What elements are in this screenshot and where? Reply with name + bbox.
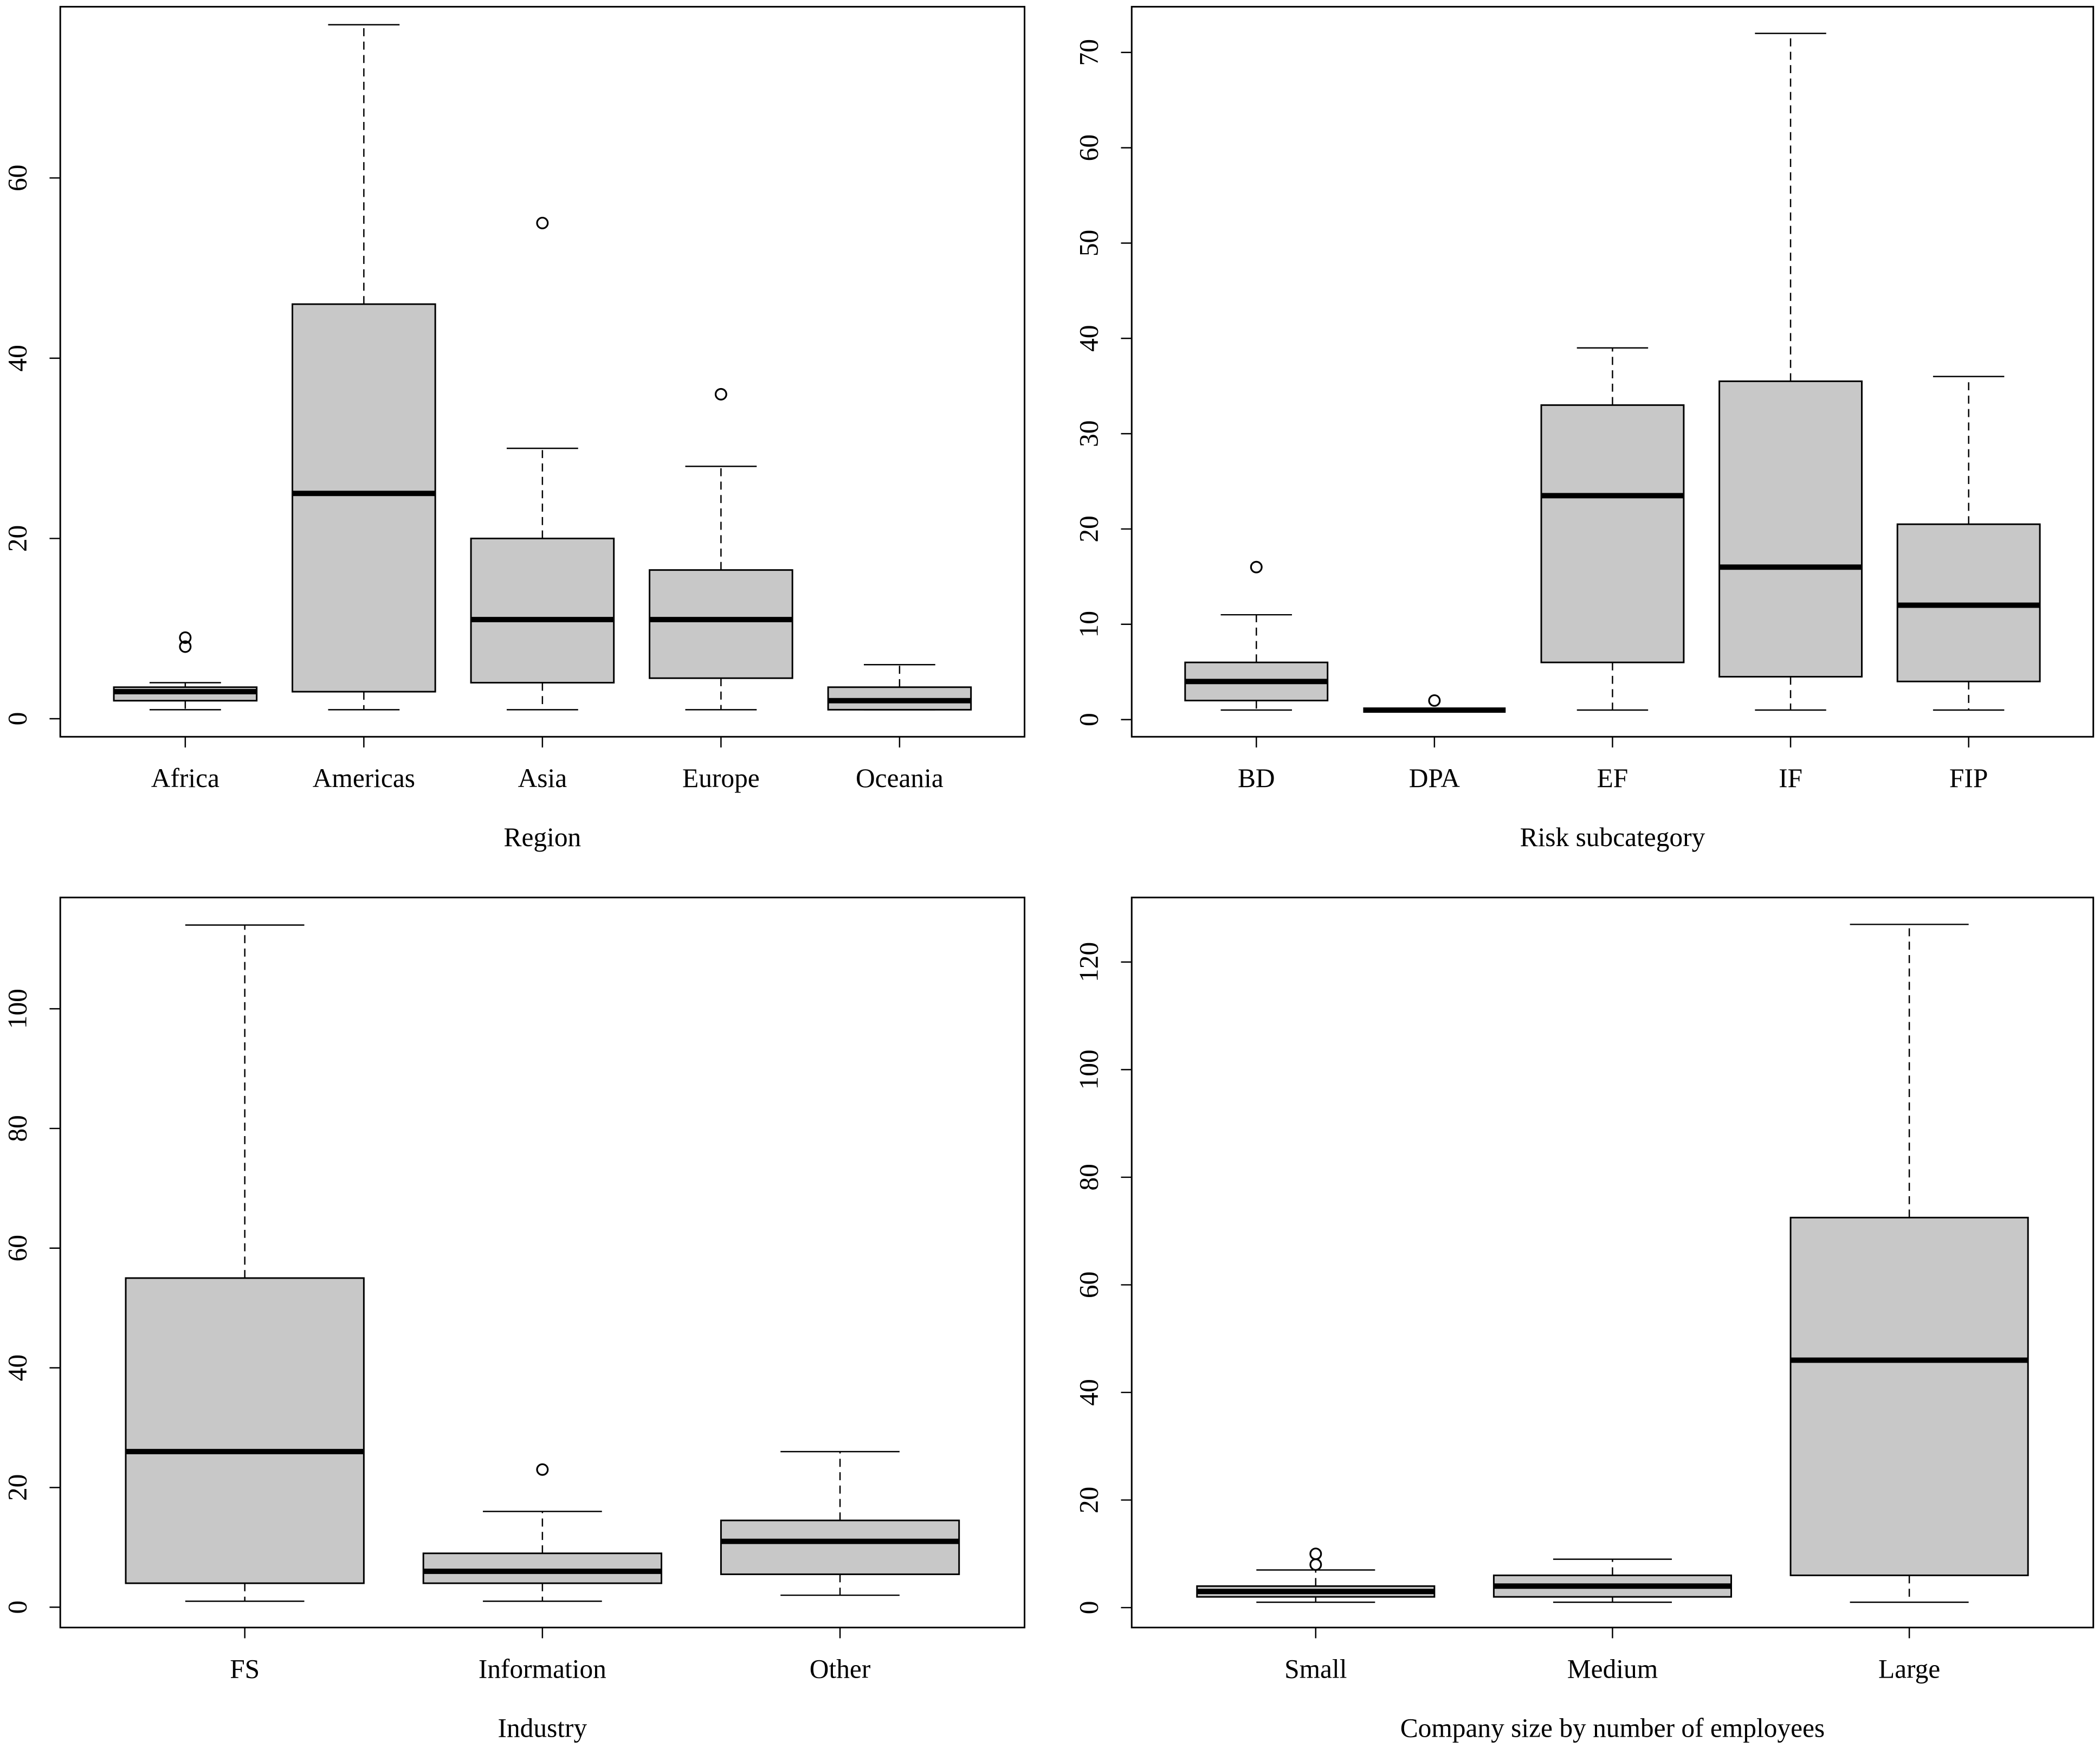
y-tick-label: 40 [1074,1379,1103,1405]
x-tick-label: Large [1878,1654,1940,1684]
y-tick-label: 0 [1074,713,1103,726]
y-tick-label: 20 [2,525,32,552]
y-tick-label: 20 [2,1474,32,1501]
x-tick-label: IF [1779,763,1802,793]
y-tick-label: 80 [1074,1164,1103,1190]
y-tick-label: 50 [1074,230,1103,256]
x-tick-label: BD [1238,763,1275,793]
box [1718,380,1863,678]
y-tick-label: 80 [2,1115,32,1142]
x-axis-title: Industry [498,1713,587,1743]
x-tick-label: Information [479,1654,606,1684]
x-tick-label: Small [1284,1654,1347,1684]
outlier [714,388,727,401]
y-tick-label: 40 [2,345,32,371]
x-tick-label: Other [810,1654,871,1684]
y-tick-label: 60 [2,1235,32,1261]
x-tick-label: Africa [151,763,219,793]
box [649,569,793,679]
box [1789,1216,2029,1576]
x-tick-label: Europe [682,763,760,793]
x-axis-title: Risk subcategory [1520,822,1705,852]
outlier [1309,1547,1322,1560]
x-tick-label: Medium [1567,1654,1658,1684]
box [292,303,436,693]
outlier [1309,1558,1322,1571]
outlier [1428,694,1441,707]
box [720,1519,960,1575]
y-tick-label: 120 [1074,942,1103,982]
x-tick-label: Oceania [856,763,944,793]
x-tick-label: Asia [518,763,567,793]
y-tick-label: 100 [2,989,32,1029]
outlier [179,640,192,653]
y-tick-label: 10 [1074,611,1103,637]
x-axis-title: Region [504,822,581,852]
y-tick-label: 20 [1074,515,1103,542]
outlier [1250,560,1263,573]
box [125,1277,365,1584]
x-tick-label: Americas [313,763,415,793]
y-tick-label: 40 [1074,325,1103,352]
outlier [536,1463,549,1476]
y-tick-label: 100 [1074,1049,1103,1089]
outlier [179,631,192,644]
x-tick-label: DPA [1409,763,1461,793]
y-tick-label: 0 [2,1601,32,1614]
y-tick-label: 70 [1074,39,1103,66]
x-tick-label: FS [230,1654,260,1684]
y-tick-label: 60 [1074,134,1103,161]
box [470,537,615,683]
y-tick-label: 20 [1074,1487,1103,1513]
outlier [536,216,549,229]
x-tick-label: FIP [1949,763,1988,793]
y-tick-label: 0 [1074,1601,1103,1615]
box [422,1552,663,1584]
y-tick-label: 40 [2,1355,32,1381]
y-tick-label: 60 [2,165,32,191]
y-tick-label: 0 [2,712,32,726]
y-tick-label: 30 [1074,420,1103,447]
box [1540,404,1685,663]
x-axis-title: Company size by number of employees [1400,1713,1825,1743]
x-tick-label: EF [1597,763,1629,793]
y-tick-label: 60 [1074,1272,1103,1298]
